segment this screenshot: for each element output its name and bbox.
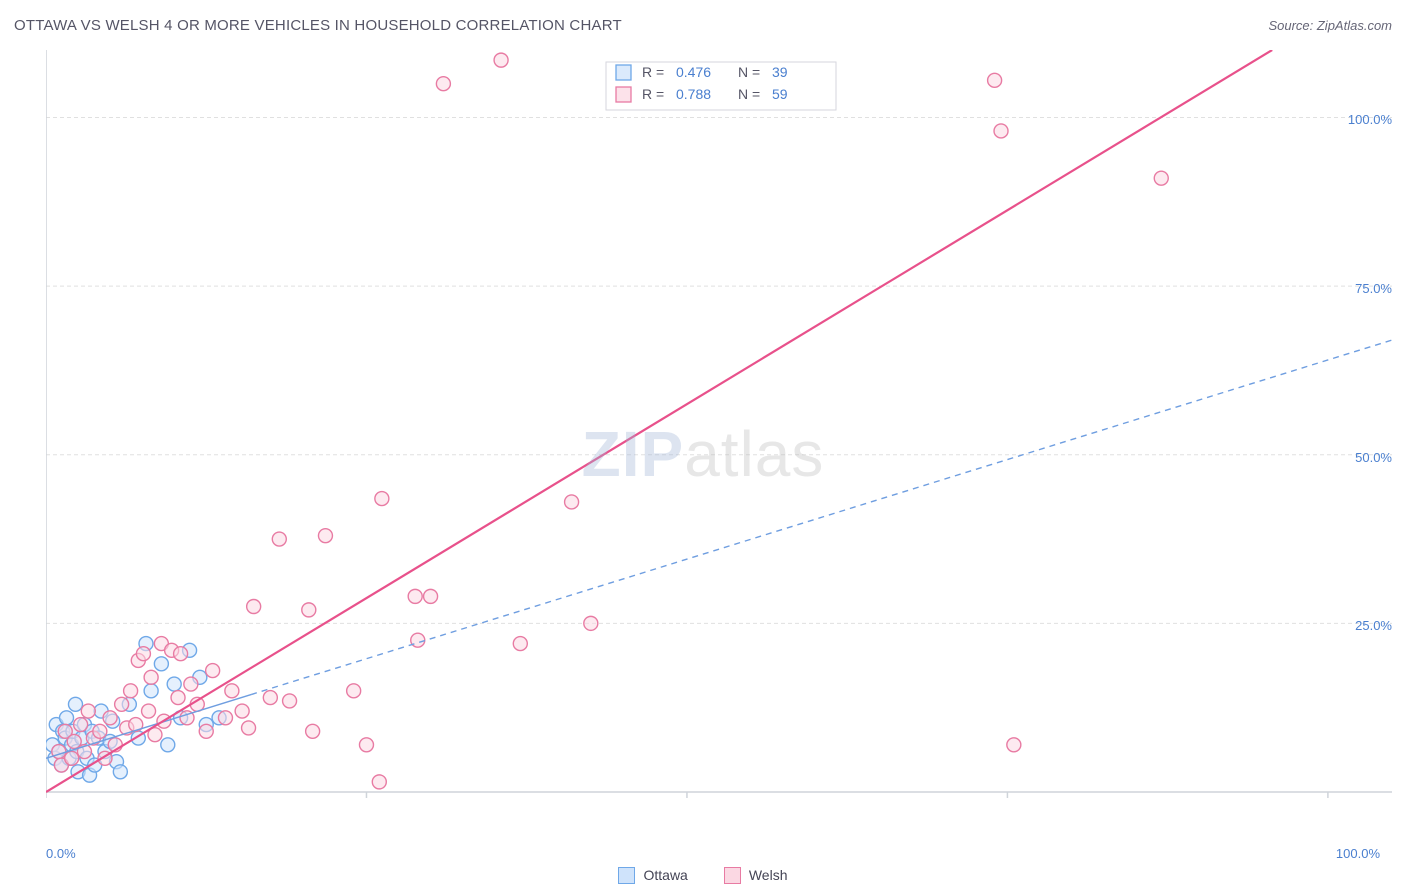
chart-area: 4 or more Vehicles in Household R = 0.47… bbox=[0, 50, 1406, 892]
svg-text:R =: R = bbox=[642, 86, 664, 102]
y-tick-label: 25.0% bbox=[1355, 618, 1392, 633]
scatter-plot: R = 0.476 N = 39 R = 0.788 N = 59 bbox=[46, 50, 1392, 852]
header: OTTAWA VS WELSH 4 OR MORE VEHICLES IN HO… bbox=[0, 0, 1406, 50]
bottom-legend: Ottawa Welsh bbox=[0, 860, 1406, 890]
svg-text:0.476: 0.476 bbox=[676, 64, 711, 80]
svg-text:39: 39 bbox=[772, 64, 788, 80]
svg-text:59: 59 bbox=[772, 86, 788, 102]
x-tick-label: 0.0% bbox=[46, 846, 76, 861]
svg-text:R =: R = bbox=[642, 64, 664, 80]
svg-text:N =: N = bbox=[738, 64, 760, 80]
legend-item: Ottawa bbox=[618, 867, 687, 884]
source-label: Source: ZipAtlas.com bbox=[1268, 18, 1392, 33]
chart-title: OTTAWA VS WELSH 4 OR MORE VEHICLES IN HO… bbox=[14, 17, 622, 34]
y-tick-label: 50.0% bbox=[1355, 450, 1392, 465]
legend-item: Welsh bbox=[724, 867, 788, 884]
y-axis-labels: 25.0% 50.0% 75.0% 100.0% bbox=[1332, 50, 1392, 832]
legend-label: Ottawa bbox=[643, 867, 687, 883]
svg-text:N =: N = bbox=[738, 86, 760, 102]
legend-swatch bbox=[618, 867, 635, 884]
x-tick-label: 100.0% bbox=[1336, 846, 1380, 861]
y-tick-label: 100.0% bbox=[1348, 112, 1392, 127]
legend-swatch bbox=[724, 867, 741, 884]
legend-label: Welsh bbox=[749, 867, 788, 883]
top-legend: R = 0.476 N = 39 R = 0.788 N = 59 bbox=[606, 62, 836, 110]
y-tick-label: 75.0% bbox=[1355, 281, 1392, 296]
svg-text:0.788: 0.788 bbox=[676, 86, 711, 102]
